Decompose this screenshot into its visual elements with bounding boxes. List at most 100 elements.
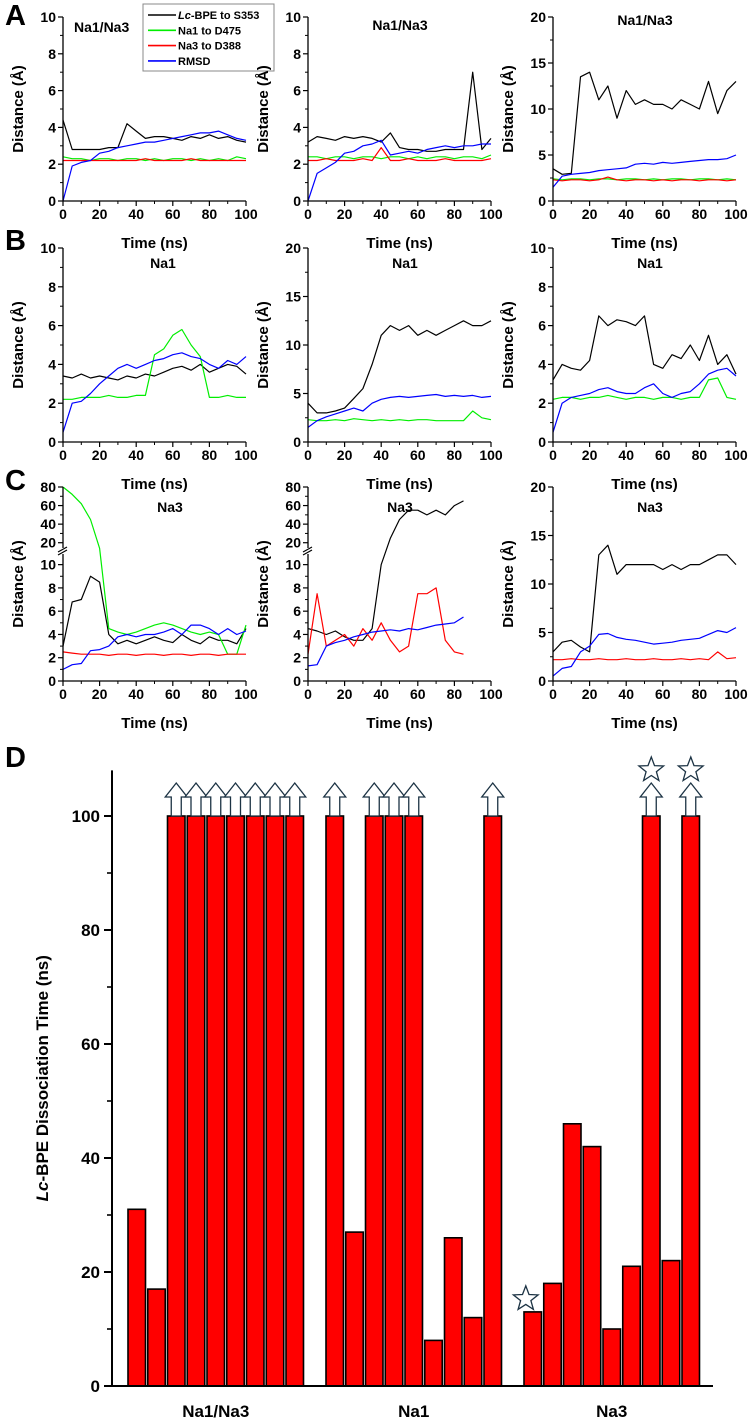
series-line-rmsd bbox=[552, 154, 737, 188]
series-line-na3-to-d388 bbox=[63, 158, 246, 162]
arrow-up-icon bbox=[322, 781, 348, 817]
series-line-na3-to-d388 bbox=[62, 651, 246, 657]
chart-panel-c-1: 0 20 40 60 80 100 0 2 4 6 8 10 20 40 60 80 Time (ns) Dist… bbox=[10, 479, 258, 732]
x-tick-label: 20 bbox=[582, 206, 598, 222]
bar bbox=[364, 815, 384, 1387]
legend-item-label: Na3 to D388 bbox=[178, 41, 241, 53]
bar bbox=[562, 1123, 582, 1387]
y-tick-label: 6 bbox=[48, 603, 56, 619]
series-line-lc-bpe-to-s353 bbox=[552, 544, 737, 653]
axis-break-mark bbox=[57, 546, 68, 553]
y-tick-label: 8 bbox=[48, 279, 56, 295]
x-tick-label: 20 bbox=[337, 206, 353, 222]
x-tick-label: 100 bbox=[479, 686, 503, 702]
x-tick-label: 20 bbox=[92, 447, 108, 463]
x-tick-label: 60 bbox=[165, 447, 181, 463]
x-tick-label: 20 bbox=[582, 686, 598, 702]
x-axis-title: Time (ns) bbox=[121, 235, 187, 252]
y-tick-label: 5 bbox=[538, 147, 546, 163]
y-tick-label: 10 bbox=[530, 576, 546, 592]
x-tick-label: 40 bbox=[128, 686, 144, 702]
series-line-na3-to-d388 bbox=[553, 651, 737, 661]
chart-panel-c-2: 0 20 40 60 80 100 0 2 4 6 8 10 20 40 60 80 Time (ns) Dist… bbox=[255, 479, 503, 732]
y-tick-label: 10 bbox=[530, 240, 546, 256]
y-axis-title: Lc-BPE Dissociation Time (ns) bbox=[33, 955, 52, 1201]
y-tick-label: 5 bbox=[538, 625, 546, 641]
x-tick-label: 80 bbox=[202, 686, 218, 702]
x-tick-label: 80 bbox=[692, 206, 708, 222]
panel-title: Na3 bbox=[157, 499, 183, 515]
series-line-rmsd bbox=[552, 627, 737, 677]
y-tick-label: 20 bbox=[530, 9, 546, 25]
x-tick-label: 60 bbox=[655, 447, 671, 463]
bar bbox=[245, 815, 265, 1387]
x-tick-label: 40 bbox=[373, 206, 389, 222]
arrow-up-icon bbox=[183, 781, 209, 817]
series-line-rmsd bbox=[62, 130, 247, 202]
y-tick-label: 2 bbox=[293, 650, 301, 666]
axis-break-mark bbox=[302, 546, 313, 553]
series-line-na3-to-d388 bbox=[552, 176, 737, 182]
panel-title: Na3 bbox=[387, 499, 413, 515]
y-tick-label: 8 bbox=[48, 46, 56, 62]
x-tick-label: 0 bbox=[59, 686, 67, 702]
series-line-lc-bpe-to-s353 bbox=[307, 500, 464, 641]
series-line-na1-to-d475 bbox=[552, 377, 737, 400]
bar bbox=[443, 1237, 463, 1387]
y-tick-label: 10 bbox=[40, 557, 56, 573]
x-tick-label: 20 bbox=[92, 206, 108, 222]
arrow-up-icon bbox=[401, 781, 427, 817]
y-axis-title: Distance (Å) bbox=[10, 301, 27, 389]
y-axis-title: Distance (Å) bbox=[255, 301, 272, 389]
bar bbox=[206, 815, 226, 1387]
x-tick-label: 80 bbox=[202, 447, 218, 463]
bar bbox=[265, 815, 285, 1387]
y-tick-label: 0 bbox=[538, 193, 546, 209]
axis-break-gap bbox=[58, 548, 68, 554]
legend: Lc-BPE to S353 Na1 to D475 Na3 to D388 RMSD bbox=[142, 3, 275, 72]
y-tick-label: 5 bbox=[293, 386, 301, 402]
legend-label-text: -BPE to S353 bbox=[191, 10, 259, 22]
x-tick-label: 80 bbox=[692, 686, 708, 702]
y-tick-label: 40 bbox=[285, 516, 301, 532]
y-tick-label: 8 bbox=[293, 580, 301, 596]
bar bbox=[423, 1339, 444, 1387]
arrow-up-icon bbox=[638, 781, 664, 817]
bar bbox=[325, 815, 345, 1387]
x-tick-label: 40 bbox=[128, 447, 144, 463]
arrow-up-icon bbox=[223, 781, 248, 817]
x-tick-label: 40 bbox=[373, 447, 389, 463]
x-tick-label: 100 bbox=[724, 686, 748, 702]
x-axis-title: Time (ns) bbox=[366, 715, 432, 732]
series-line-na1-to-d475 bbox=[62, 486, 247, 655]
y-tick-label: 20 bbox=[81, 1263, 100, 1282]
legend-item-label: Lc-BPE to S353 bbox=[178, 10, 259, 22]
x-tick-label: 0 bbox=[59, 206, 67, 222]
y-tick-label: 2 bbox=[48, 156, 56, 172]
panel-title: Na1 bbox=[637, 255, 663, 271]
y-tick-label: 80 bbox=[40, 479, 56, 495]
x-tick-label: 0 bbox=[304, 686, 312, 702]
y-tick-label: 40 bbox=[81, 1149, 100, 1168]
x-tick-label: 80 bbox=[202, 206, 218, 222]
y-tick-label: 80 bbox=[285, 479, 301, 495]
y-tick-label: 60 bbox=[81, 1035, 100, 1054]
y-axis-title: Distance (Å) bbox=[10, 65, 27, 153]
y-tick-label: 2 bbox=[48, 395, 56, 411]
star-icon bbox=[676, 755, 705, 783]
x-tick-label: 80 bbox=[447, 686, 463, 702]
x-axis-title: Time (ns) bbox=[611, 476, 677, 493]
legend-label-italic: Lc bbox=[178, 10, 191, 22]
panel-letter-d: D bbox=[5, 742, 26, 774]
series-line-lc-bpe-to-s353 bbox=[62, 119, 247, 151]
bar bbox=[621, 1265, 642, 1387]
x-tick-label: 100 bbox=[479, 447, 503, 463]
x-tick-label: 100 bbox=[724, 447, 748, 463]
series-line-lc-bpe-to-s353 bbox=[62, 363, 247, 381]
y-tick-label: 10 bbox=[530, 101, 546, 117]
x-tick-label: 20 bbox=[92, 686, 108, 702]
bar bbox=[483, 815, 503, 1387]
series-line-lc-bpe-to-s353 bbox=[307, 320, 492, 414]
y-axis-title: Distance (Å) bbox=[255, 540, 272, 628]
